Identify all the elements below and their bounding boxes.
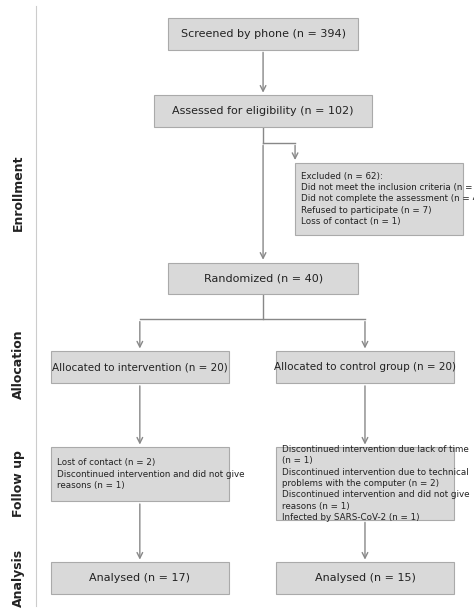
Text: Analysed (n = 17): Analysed (n = 17) — [89, 573, 191, 583]
Text: Enrollment: Enrollment — [11, 154, 25, 231]
FancyBboxPatch shape — [276, 351, 454, 383]
Text: Randomized (n = 40): Randomized (n = 40) — [203, 274, 323, 283]
Text: Analysis: Analysis — [11, 550, 25, 607]
Text: Lost of contact (n = 2)
Discontinued intervention and did not give
reasons (n = : Lost of contact (n = 2) Discontinued int… — [56, 458, 244, 490]
Text: Analysed (n = 15): Analysed (n = 15) — [315, 573, 415, 583]
FancyBboxPatch shape — [51, 562, 228, 594]
FancyBboxPatch shape — [168, 18, 358, 50]
Text: Allocated to control group (n = 20): Allocated to control group (n = 20) — [274, 362, 456, 372]
Text: Excluded (n = 62):
Did not meet the inclusion criteria (n = 50)
Did not complete: Excluded (n = 62): Did not meet the incl… — [301, 171, 474, 226]
FancyBboxPatch shape — [276, 447, 454, 520]
FancyBboxPatch shape — [295, 163, 464, 235]
Text: Allocation: Allocation — [11, 329, 25, 399]
FancyBboxPatch shape — [276, 562, 454, 594]
FancyBboxPatch shape — [51, 351, 228, 383]
Text: Discontinued intervention due lack of time
(n = 1)
Discontinued intervention due: Discontinued intervention due lack of ti… — [282, 445, 469, 522]
Text: Allocated to intervention (n = 20): Allocated to intervention (n = 20) — [52, 362, 228, 372]
FancyBboxPatch shape — [51, 447, 228, 501]
Text: Assessed for eligibility (n = 102): Assessed for eligibility (n = 102) — [173, 106, 354, 116]
FancyBboxPatch shape — [154, 95, 372, 127]
FancyBboxPatch shape — [168, 263, 358, 294]
Text: Follow up: Follow up — [11, 450, 25, 517]
Text: Screened by phone (n = 394): Screened by phone (n = 394) — [181, 29, 346, 39]
